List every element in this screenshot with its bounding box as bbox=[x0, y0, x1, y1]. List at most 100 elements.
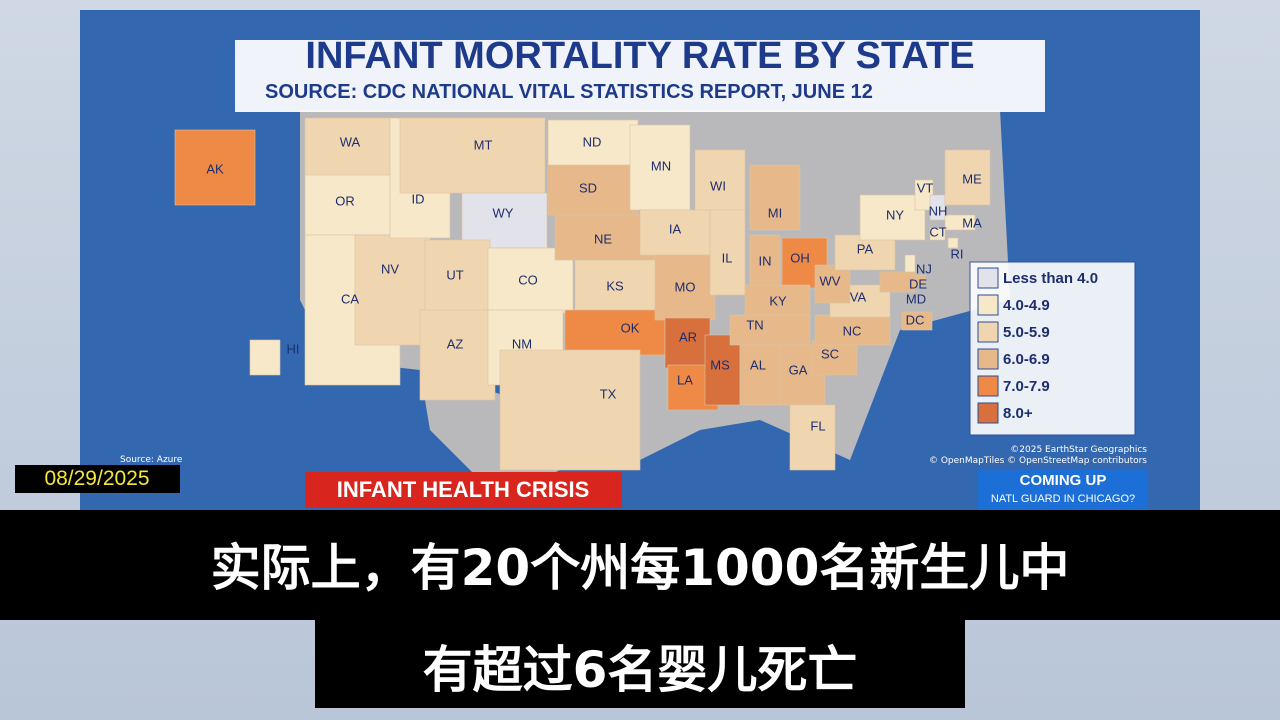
state bbox=[789, 404, 836, 471]
state-label: MD bbox=[906, 291, 926, 306]
state-label: AZ bbox=[447, 336, 464, 351]
state-label: OK bbox=[621, 320, 640, 335]
state-label: MT bbox=[474, 137, 493, 152]
coming-up-title: COMING UP bbox=[1020, 472, 1107, 489]
state-label: WY bbox=[493, 205, 514, 220]
state-label: NC bbox=[843, 323, 862, 338]
state bbox=[629, 124, 691, 211]
coming-up-bg bbox=[978, 470, 1148, 510]
state bbox=[304, 174, 391, 236]
state-label: TN bbox=[746, 317, 763, 332]
attribution: ©2025 EarthStar Geographics bbox=[1010, 445, 1147, 455]
subtitle-line: 有超过6名婴儿死亡 bbox=[422, 641, 858, 699]
state-label: KY bbox=[769, 293, 787, 308]
state-label: VT bbox=[917, 180, 934, 195]
state-label: GA bbox=[789, 362, 808, 377]
state-label: DE bbox=[909, 276, 927, 291]
source: SOURCE: CDC NATIONAL VITAL STATISTICS RE… bbox=[265, 81, 873, 103]
state-label: ME bbox=[962, 171, 982, 186]
state-label: WA bbox=[340, 134, 361, 149]
state bbox=[859, 194, 926, 241]
date: 08/29/2025 bbox=[44, 467, 149, 490]
state bbox=[564, 309, 666, 356]
state-label: NY bbox=[886, 207, 904, 222]
state-label: IN bbox=[759, 253, 772, 268]
state-label: ID bbox=[412, 191, 425, 206]
state bbox=[879, 271, 916, 293]
state-label: OR bbox=[335, 193, 355, 208]
state bbox=[419, 309, 496, 401]
state bbox=[944, 149, 991, 206]
state-label: OH bbox=[790, 250, 810, 265]
state bbox=[947, 237, 959, 249]
state-label: NV bbox=[381, 261, 399, 276]
state bbox=[174, 129, 256, 206]
state bbox=[399, 117, 546, 194]
state bbox=[461, 192, 548, 249]
state bbox=[424, 239, 491, 316]
state-label: MN bbox=[651, 158, 671, 173]
state bbox=[654, 254, 716, 321]
state bbox=[814, 264, 851, 304]
state bbox=[664, 317, 711, 369]
title: INFANT MORTALITY RATE BY STATE bbox=[305, 35, 974, 77]
legend-swatch bbox=[977, 348, 999, 370]
state-label: VA bbox=[850, 289, 867, 304]
state bbox=[739, 344, 781, 406]
state-label: CA bbox=[341, 291, 359, 306]
state-label: FL bbox=[810, 418, 825, 433]
legend: Less than 4.0 4.0-4.9 5.0-5.9 6.0-6.9 7.0-7.… bbox=[977, 267, 1098, 424]
state-label: SD bbox=[579, 180, 597, 195]
banner: INFANT HEALTH CRISIS bbox=[337, 477, 590, 502]
state-label: IL bbox=[722, 250, 733, 265]
states: WA AK OR CA NV ID MT WY UT CO AZ NM ND SD NE KS OK TX MN IA… bbox=[174, 117, 991, 471]
state bbox=[929, 194, 946, 221]
state-label: CT bbox=[929, 224, 946, 239]
state-label: DC bbox=[906, 312, 925, 327]
state-label: PA bbox=[857, 241, 874, 256]
state-label: AR bbox=[679, 329, 697, 344]
state bbox=[814, 314, 891, 346]
subtitle-bg bbox=[315, 620, 965, 708]
legend-swatch bbox=[977, 402, 999, 424]
state-label: MO bbox=[675, 279, 696, 294]
state-label: MI bbox=[768, 205, 782, 220]
state-label: MA bbox=[962, 215, 982, 230]
state-label: MS bbox=[710, 357, 730, 372]
state-label: SC bbox=[821, 346, 839, 361]
state-label: TX bbox=[600, 386, 617, 401]
state-label: RI bbox=[951, 246, 964, 261]
state bbox=[499, 349, 641, 471]
state bbox=[834, 234, 896, 271]
state-label: HI bbox=[287, 341, 300, 356]
state bbox=[554, 214, 656, 261]
banner-bg bbox=[305, 472, 622, 508]
state-label: CO bbox=[518, 272, 538, 287]
state bbox=[729, 314, 811, 346]
state bbox=[694, 149, 746, 211]
state-label: AK bbox=[206, 161, 224, 176]
state-label: UT bbox=[446, 267, 463, 282]
coming-up-subtitle: NATL GUARD IN CHICAGO? bbox=[991, 493, 1135, 505]
state bbox=[901, 311, 933, 331]
state-label: NE bbox=[594, 231, 612, 246]
legend-label: 4.0-4.9 bbox=[1003, 297, 1050, 314]
subtitle-bg bbox=[0, 510, 1280, 620]
state-label: IA bbox=[669, 221, 682, 236]
state-label: AL bbox=[750, 357, 766, 372]
state bbox=[929, 227, 946, 241]
date-bg bbox=[15, 465, 180, 493]
state bbox=[811, 339, 858, 376]
state bbox=[744, 284, 811, 321]
source-note: Source: Azure bbox=[120, 455, 183, 465]
legend-label: 7.0-7.9 bbox=[1003, 378, 1050, 395]
legend-swatch bbox=[977, 375, 999, 397]
legend-label: 8.0+ bbox=[1003, 405, 1033, 422]
state-label: ND bbox=[583, 134, 602, 149]
state bbox=[704, 334, 741, 406]
state bbox=[249, 339, 281, 376]
attribution: © OpenMapTiles © OpenStreetMap contribut… bbox=[929, 456, 1147, 466]
state-label: LA bbox=[677, 372, 693, 387]
